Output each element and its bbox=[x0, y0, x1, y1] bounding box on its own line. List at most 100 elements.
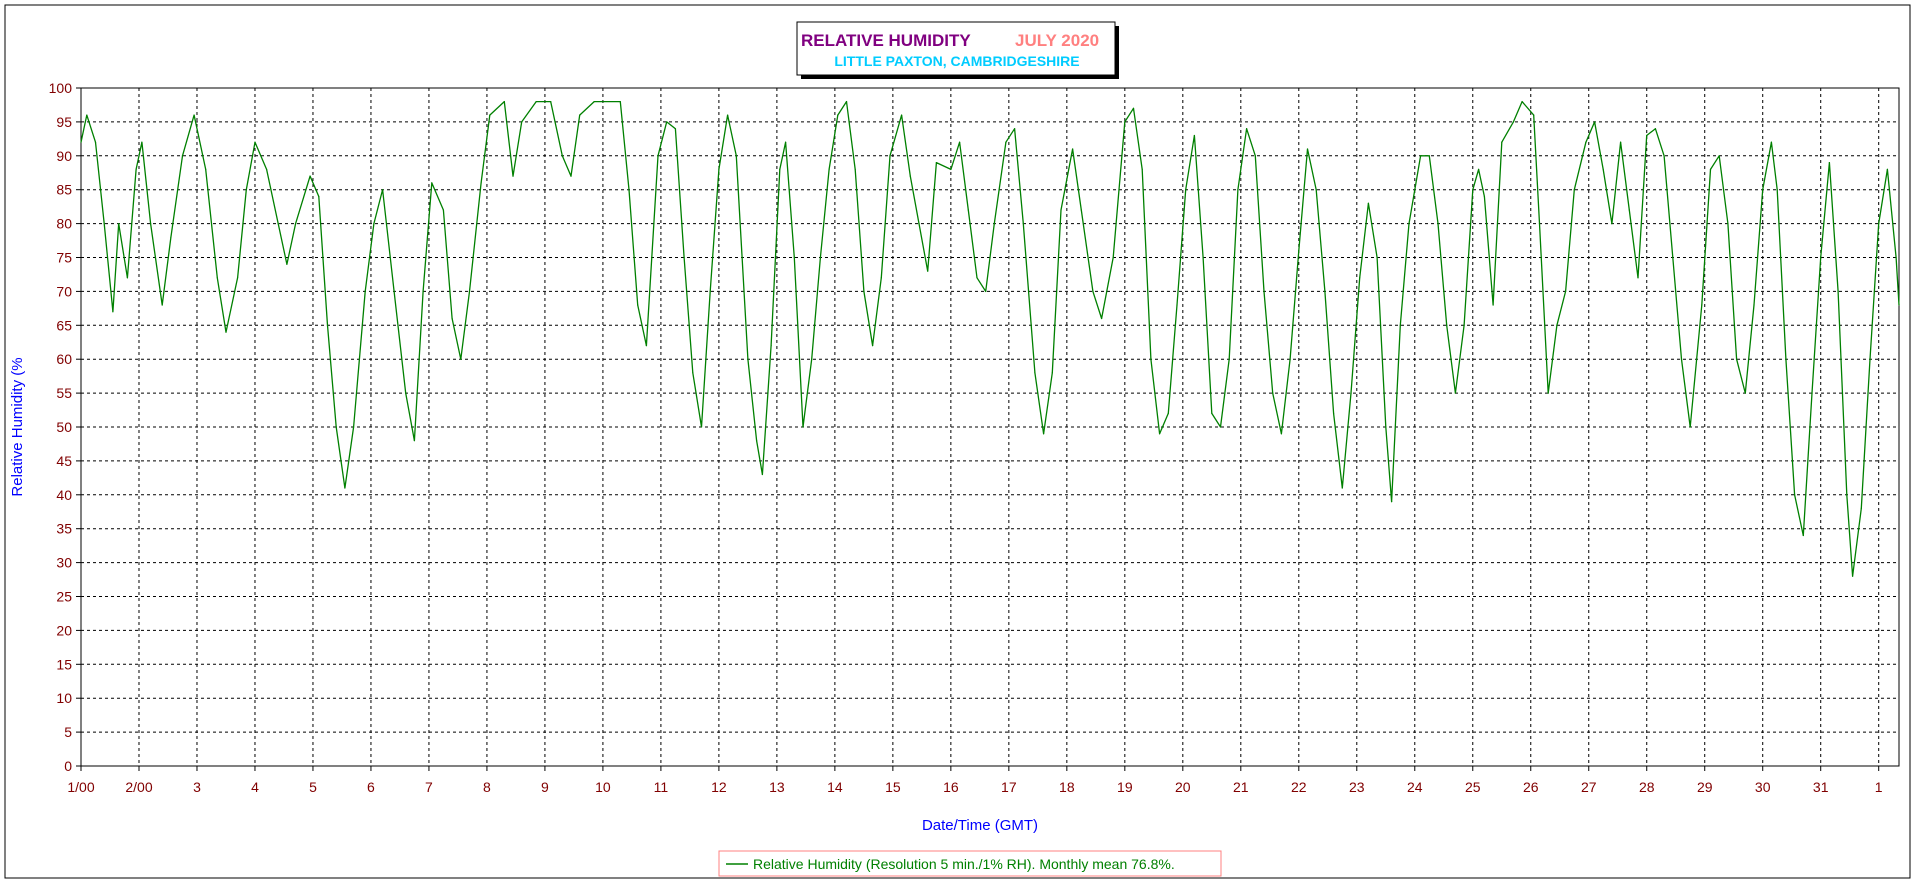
data-point bbox=[1898, 304, 1900, 306]
data-point bbox=[1359, 277, 1361, 279]
data-point bbox=[364, 290, 366, 292]
x-tick-label: 25 bbox=[1465, 779, 1481, 795]
x-tick-label: 6 bbox=[367, 779, 375, 795]
data-point bbox=[1112, 256, 1114, 259]
data-point bbox=[326, 324, 329, 326]
data-point bbox=[1408, 223, 1410, 225]
data-point bbox=[1637, 277, 1639, 279]
data-point bbox=[266, 168, 268, 170]
data-point bbox=[405, 392, 407, 394]
data-point bbox=[1689, 426, 1691, 428]
data-point bbox=[1547, 392, 1549, 394]
y-tick-label: 95 bbox=[56, 114, 72, 130]
data-point bbox=[1060, 209, 1062, 211]
data-point bbox=[1014, 128, 1016, 130]
x-tick-label: 19 bbox=[1117, 779, 1133, 795]
data-point bbox=[1399, 324, 1401, 326]
data-point bbox=[1124, 121, 1126, 123]
data-point bbox=[872, 345, 874, 347]
data-point bbox=[170, 236, 172, 238]
data-point bbox=[373, 223, 375, 225]
data-point bbox=[1594, 121, 1596, 123]
data-point bbox=[666, 121, 668, 123]
data-point bbox=[277, 223, 279, 225]
data-point bbox=[118, 223, 120, 225]
data-point bbox=[1727, 223, 1729, 225]
data-point bbox=[103, 223, 105, 225]
data-point bbox=[1869, 358, 1871, 360]
data-point bbox=[1709, 168, 1712, 170]
y-tick-label: 60 bbox=[56, 351, 72, 367]
data-point bbox=[901, 114, 903, 116]
data-point bbox=[967, 209, 969, 211]
data-point bbox=[1663, 155, 1665, 157]
data-point bbox=[295, 223, 297, 225]
data-point bbox=[86, 114, 88, 116]
data-point bbox=[1654, 128, 1656, 130]
data-point bbox=[1437, 223, 1439, 225]
data-point bbox=[819, 256, 822, 259]
data-point bbox=[1051, 372, 1053, 374]
data-point bbox=[863, 290, 865, 292]
x-tick-label: 8 bbox=[483, 779, 491, 795]
data-point bbox=[1254, 155, 1256, 157]
x-tick-label: 27 bbox=[1581, 779, 1597, 795]
data-point bbox=[747, 358, 749, 360]
data-point bbox=[1753, 304, 1755, 306]
data-point bbox=[489, 114, 491, 116]
data-point bbox=[1391, 501, 1393, 503]
data-point bbox=[451, 317, 453, 320]
data-point bbox=[1167, 412, 1169, 414]
data-point bbox=[1228, 358, 1230, 360]
data-point bbox=[985, 290, 987, 292]
data-point bbox=[1533, 114, 1535, 116]
data-point bbox=[480, 182, 482, 184]
data-point bbox=[1646, 134, 1648, 137]
y-tick-label: 25 bbox=[56, 589, 72, 605]
data-point bbox=[683, 256, 685, 259]
data-point bbox=[245, 189, 247, 191]
x-tick-label: 11 bbox=[654, 779, 669, 795]
data-point bbox=[1802, 534, 1804, 537]
data-point bbox=[1420, 155, 1422, 157]
chart-title: RELATIVE HUMIDITY bbox=[801, 31, 971, 50]
data-point bbox=[468, 290, 471, 292]
x-tick-label: 13 bbox=[769, 779, 785, 795]
data-point bbox=[1446, 324, 1448, 326]
data-point bbox=[1289, 358, 1291, 360]
data-point bbox=[254, 141, 256, 143]
data-point bbox=[1428, 155, 1430, 157]
data-point bbox=[692, 372, 694, 374]
data-point bbox=[1852, 575, 1854, 577]
data-point bbox=[880, 277, 882, 279]
y-tick-labels: 0 5 10 15 20 25 30 35 40 45 50 55 60 65 70 75 80 85 90 95 10… bbox=[49, 80, 73, 774]
x-tick-label: 1 bbox=[1875, 779, 1883, 795]
y-tick-label: 10 bbox=[56, 690, 72, 706]
data-point bbox=[1538, 223, 1541, 225]
data-point bbox=[1472, 189, 1474, 191]
x-tick-label: 20 bbox=[1175, 779, 1191, 795]
data-point bbox=[1886, 168, 1888, 170]
x-tick-label: 7 bbox=[425, 779, 433, 795]
data-point bbox=[1521, 101, 1523, 103]
data-point bbox=[1860, 507, 1862, 509]
data-point bbox=[1512, 121, 1514, 123]
data-point bbox=[181, 155, 184, 157]
data-point bbox=[112, 311, 114, 313]
data-point bbox=[993, 223, 995, 225]
data-point bbox=[193, 114, 195, 116]
x-tick-label: 29 bbox=[1697, 779, 1713, 795]
y-tick-label: 5 bbox=[64, 724, 72, 740]
y-tick-label: 80 bbox=[56, 216, 72, 232]
data-point bbox=[1341, 487, 1343, 489]
data-point bbox=[570, 175, 572, 177]
data-point bbox=[1333, 412, 1335, 414]
data-point bbox=[918, 223, 920, 225]
data-point bbox=[1701, 304, 1703, 306]
y-tick-label: 90 bbox=[56, 148, 72, 164]
data-point bbox=[512, 175, 514, 177]
x-axis-label: Date/Time (GMT) bbox=[922, 817, 1038, 834]
data-point bbox=[579, 114, 581, 116]
